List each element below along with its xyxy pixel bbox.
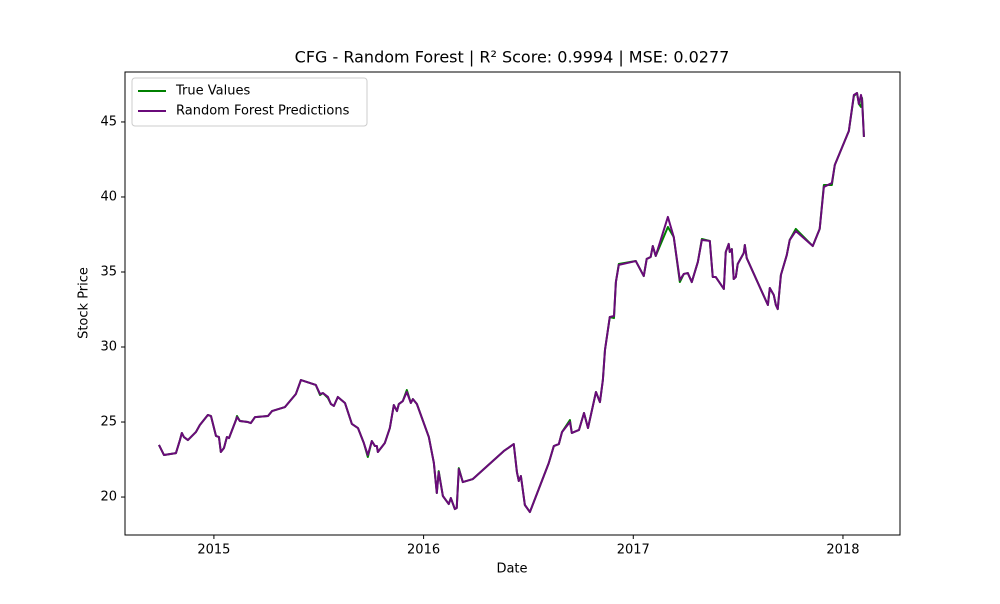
y-tick-label: 20 (100, 490, 117, 505)
y-axis-label: Stock Price (77, 267, 92, 339)
y-tick-label: 25 (100, 415, 117, 430)
x-tick-label: 2018 (826, 543, 859, 558)
x-tick-label: 2017 (617, 543, 650, 558)
legend-label: True Values (175, 84, 250, 99)
series-line (158, 92, 865, 514)
y-tick-label: 45 (100, 114, 117, 129)
legend-box (131, 77, 368, 127)
y-tick-label: 40 (100, 189, 117, 204)
y-tick-label: 30 (100, 340, 117, 355)
x-tick-label: 2016 (407, 543, 440, 558)
chart-title: CFG - Random Forest | R² Score: 0.9994 |… (295, 48, 730, 67)
x-tick-label: 2015 (197, 543, 230, 558)
y-tick-label: 35 (100, 264, 117, 279)
x-axis-label: Date (496, 562, 527, 577)
plot-frame (124, 71, 901, 536)
legend-label: Random Forest Predictions (176, 104, 350, 119)
